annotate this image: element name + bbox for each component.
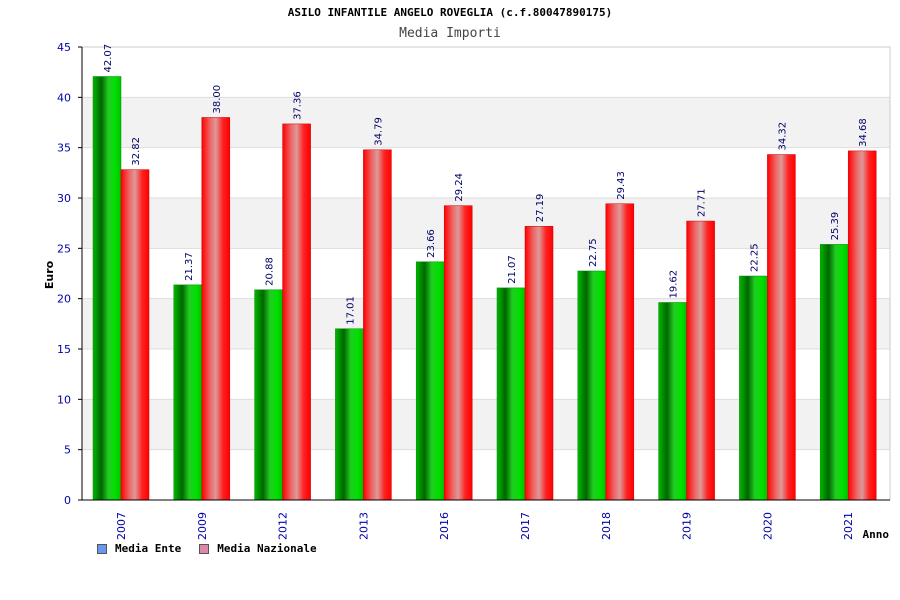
legend: Media Ente Media Nazionale: [97, 542, 317, 555]
bar: [819, 244, 849, 501]
bar: [496, 287, 526, 501]
data-label: 27.19: [535, 194, 546, 223]
y-tick-label: 45: [57, 41, 71, 54]
legend-swatch: [97, 543, 107, 554]
data-label: 22.75: [588, 238, 599, 267]
data-label: 34.79: [373, 117, 384, 146]
bar: [282, 123, 311, 501]
data-label: 23.66: [426, 229, 437, 258]
bar: [524, 226, 554, 501]
x-tick-label: 2013: [357, 512, 370, 540]
y-tick-label: 40: [57, 91, 71, 104]
bar: [120, 169, 150, 501]
plot-band: [82, 47, 890, 98]
x-tick-label: 2021: [842, 512, 855, 540]
data-label: 22.25: [749, 243, 760, 272]
data-label: 21.07: [507, 255, 518, 284]
y-tick-label: 10: [57, 393, 71, 406]
x-tick-label: 2007: [115, 512, 128, 540]
chart-subtitle: Media Importi: [399, 26, 501, 41]
bar: [254, 289, 283, 501]
data-label: 25.39: [830, 212, 841, 241]
bar: [847, 150, 877, 501]
bar: [335, 328, 364, 501]
data-label: 34.68: [858, 118, 869, 147]
data-label: 38.00: [212, 85, 223, 114]
bar: [739, 275, 768, 501]
x-tick-label: 2020: [761, 512, 774, 540]
bar: [92, 76, 122, 501]
data-label: 17.01: [345, 296, 356, 325]
bar: [443, 205, 473, 501]
bar: [201, 117, 231, 501]
data-label: 42.07: [103, 44, 114, 73]
x-tick-label: 2019: [681, 512, 694, 540]
x-axis-title: Anno: [863, 528, 890, 541]
data-label: 27.71: [697, 188, 708, 217]
legend-label: Media Nazionale: [217, 542, 317, 555]
x-tick-label: 2016: [438, 512, 451, 540]
data-label: 29.24: [454, 173, 465, 202]
y-tick-label: 25: [57, 242, 71, 255]
bar: [658, 302, 687, 501]
data-label: 32.82: [131, 137, 142, 166]
legend-item-media-ente: Media Ente: [97, 542, 181, 555]
chart-title: ASILO INFANTILE ANGELO ROVEGLIA (c.f.800…: [287, 6, 613, 19]
data-label: 37.36: [293, 91, 304, 120]
bar: [415, 261, 445, 501]
x-tick-label: 2009: [196, 512, 209, 540]
data-label: 34.32: [777, 122, 788, 151]
bar: [767, 154, 796, 501]
y-tick-label: 15: [57, 343, 71, 356]
bar: [605, 203, 635, 501]
x-tick-label: 2012: [277, 512, 290, 540]
bar: [686, 220, 715, 501]
y-tick-label: 35: [57, 142, 71, 155]
x-tick-label: 2017: [519, 512, 532, 540]
y-tick-label: 30: [57, 192, 71, 205]
bar: [363, 149, 392, 501]
y-tick-label: 20: [57, 293, 71, 306]
data-label: 29.43: [616, 171, 627, 200]
y-axis-title: Euro: [43, 260, 56, 289]
legend-swatch: [199, 543, 210, 554]
x-tick-label: 2018: [600, 512, 613, 540]
bar: [577, 270, 607, 501]
bar: [173, 284, 203, 501]
y-tick-label: 0: [64, 494, 71, 507]
legend-item-media-nazionale: Media Nazionale: [199, 542, 317, 555]
y-tick-label: 5: [64, 444, 71, 457]
data-label: 21.37: [184, 252, 195, 281]
data-label: 19.62: [669, 270, 680, 299]
data-label: 20.88: [265, 257, 276, 286]
legend-label: Media Ente: [115, 542, 182, 555]
